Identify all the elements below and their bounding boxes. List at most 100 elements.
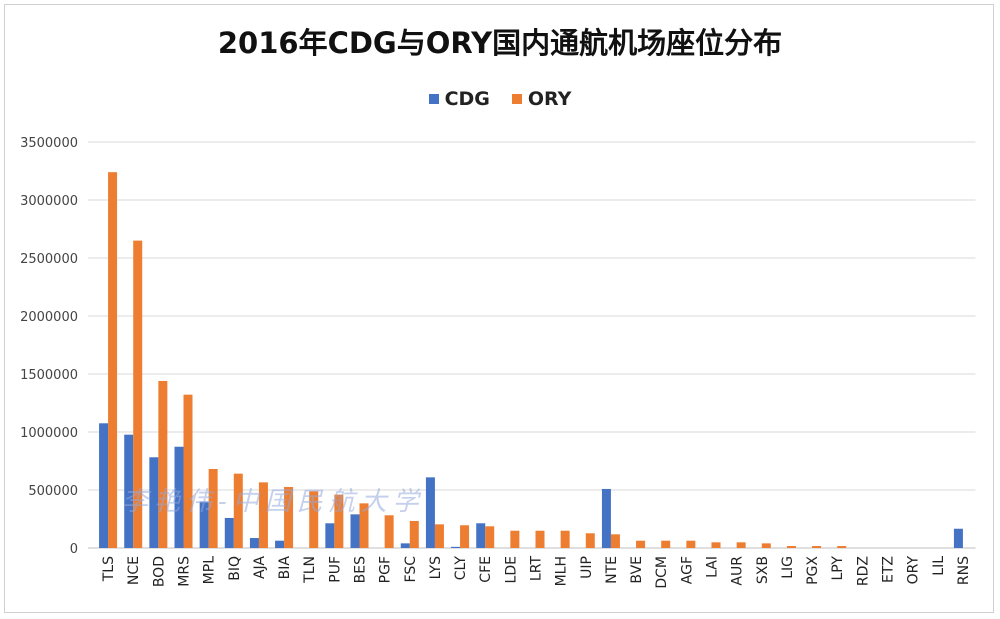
bar-ory-bes (359, 503, 369, 548)
x-tick-label: AJA (252, 556, 268, 579)
x-tick-label: LPY (830, 556, 846, 581)
bar-ory-nce (133, 240, 143, 548)
bar-cdg-nte (601, 488, 611, 548)
bar-ory-bod (158, 380, 168, 548)
bar-cdg-rns (953, 528, 963, 548)
x-tick-label: LRT (529, 556, 545, 582)
x-tick-label: RDZ (855, 556, 871, 586)
y-tick-label: 2000000 (20, 310, 78, 325)
bar-ory-biq (233, 473, 243, 548)
chart-frame (4, 4, 994, 613)
bar-ory-bve (636, 540, 646, 548)
bar-ory-aur (736, 542, 746, 548)
x-tick-label: FSC (403, 556, 419, 583)
bar-ory-fsc (409, 520, 419, 548)
x-tick-label: LDE (503, 556, 519, 583)
bar-ory-agf (686, 540, 696, 548)
watermark: 李艳伟-中国民航大学 (122, 487, 425, 517)
bar-ory-bia (284, 486, 294, 548)
x-tick-label: MLH (554, 556, 570, 586)
bar-ory-cfe (485, 526, 495, 548)
x-tick-label: NTE (604, 556, 620, 584)
x-tick-label: MRS (177, 556, 193, 587)
legend-label-ory: ORY (527, 88, 572, 110)
bar-ory-lpy (837, 546, 847, 548)
x-tick-label: TLN (302, 556, 318, 584)
bar-ory-nte (610, 534, 620, 548)
legend: CDG ORY (0, 88, 1000, 110)
bar-ory-tln (309, 491, 319, 548)
bar-cdg-mpl (199, 501, 209, 548)
x-tick-label: ETZ (881, 556, 897, 583)
bar-ory-puf (334, 494, 344, 548)
x-tick-label: BIA (277, 556, 293, 580)
bar-ory-uip (585, 533, 595, 548)
x-tick-label: ORY (906, 556, 922, 585)
bar-ory-lig (786, 546, 796, 548)
bar-ory-lde (510, 530, 520, 548)
x-tick-label: PUF (327, 556, 343, 583)
bar-ory-aja (258, 482, 268, 548)
bar-ory-lys (434, 524, 444, 548)
x-tick-label: LYS (428, 556, 444, 579)
bar-cdg-puf (325, 523, 335, 548)
bar-ory-sxb (761, 543, 771, 548)
bar-ory-pgx (812, 546, 822, 548)
bar-cdg-lys (425, 477, 435, 548)
x-tick-label: RNS (956, 556, 972, 585)
bar-cdg-cly (451, 546, 461, 548)
bar-cdg-nce (124, 434, 134, 548)
x-tick-label: NCE (126, 556, 142, 585)
x-tick-label: LIL (931, 556, 947, 576)
bar-cdg-tls (99, 423, 109, 548)
x-tick-label: LIG (780, 556, 796, 579)
bar-ory-mrs (183, 394, 193, 548)
y-tick-label: 3500000 (20, 136, 78, 151)
legend-label-cdg: CDG (444, 88, 490, 110)
x-tick-label: AGF (679, 556, 695, 584)
x-tick-label: AUR (730, 556, 746, 586)
y-tick-label: 2500000 (20, 252, 78, 267)
bar-cdg-cfe (476, 523, 486, 548)
y-tick-label: 3000000 (20, 194, 78, 209)
x-tick-label: CLY (453, 556, 469, 581)
legend-item-ory: ORY (511, 88, 572, 110)
x-tick-label: TLS (101, 556, 117, 582)
bar-cdg-biq (224, 517, 234, 548)
x-tick-label: PGF (378, 556, 394, 583)
bar-ory-lrt (535, 530, 545, 548)
legend-swatch-cdg (428, 94, 439, 104)
x-tick-label: UIP (579, 556, 595, 579)
x-tick-label: BVE (629, 556, 645, 584)
x-tick-label: MPL (202, 556, 218, 585)
bar-cdg-mrs (174, 446, 184, 548)
bar-ory-dcm (661, 540, 671, 548)
x-tick-label: SXB (755, 556, 771, 584)
x-tick-label: CFE (478, 556, 494, 583)
bar-cdg-bia (275, 540, 285, 548)
bar-cdg-aja (249, 538, 259, 548)
x-tick-label: DCM (654, 556, 670, 589)
bar-ory-mlh (560, 530, 570, 548)
x-tick-label: BOD (151, 556, 167, 587)
x-tick-label: LAI (705, 556, 721, 578)
x-tick-label: PGX (805, 556, 821, 585)
chart-title: 2016年CDG与ORY国内通航机场座位分布 (217, 26, 783, 60)
y-tick-label: 1500000 (20, 368, 78, 383)
bar-cdg-bod (149, 457, 159, 548)
bar-ory-lai (711, 542, 721, 548)
x-tick-label: BIQ (227, 556, 243, 581)
bar-ory-mpl (208, 469, 218, 548)
bar-ory-pgf (384, 515, 394, 548)
y-tick-label: 1000000 (20, 426, 78, 441)
bar-cdg-bes (350, 514, 360, 548)
bar-ory-tls (108, 172, 118, 548)
y-tick-label: 500000 (28, 484, 78, 499)
bar-ory-cly (460, 525, 470, 548)
legend-item-cdg: CDG (428, 88, 490, 110)
legend-swatch-ory (511, 94, 522, 104)
bar-cdg-fsc (400, 543, 410, 548)
y-tick-label: 0 (70, 542, 78, 557)
x-tick-label: BES (353, 556, 369, 583)
